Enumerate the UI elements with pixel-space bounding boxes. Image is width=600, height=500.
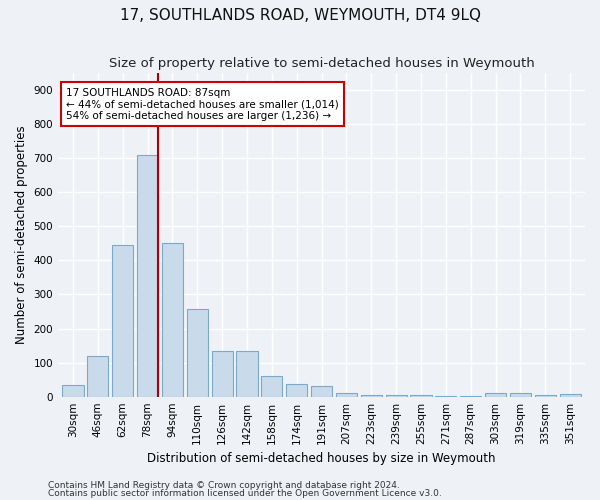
- Bar: [162, 244, 183, 396]
- Bar: [212, 350, 233, 397]
- Bar: [87, 356, 109, 397]
- Bar: [112, 245, 133, 396]
- Bar: [261, 376, 283, 396]
- Bar: [62, 385, 83, 396]
- Bar: [361, 395, 382, 396]
- Bar: [187, 309, 208, 396]
- Bar: [485, 394, 506, 396]
- Bar: [410, 395, 431, 396]
- Y-axis label: Number of semi-detached properties: Number of semi-detached properties: [15, 126, 28, 344]
- Bar: [311, 386, 332, 396]
- Bar: [236, 350, 257, 397]
- Bar: [535, 395, 556, 396]
- Bar: [510, 394, 531, 396]
- Text: Contains public sector information licensed under the Open Government Licence v3: Contains public sector information licen…: [48, 489, 442, 498]
- Bar: [286, 384, 307, 396]
- Bar: [386, 395, 407, 396]
- Bar: [137, 155, 158, 396]
- Bar: [336, 392, 357, 396]
- Bar: [560, 394, 581, 396]
- Text: 17 SOUTHLANDS ROAD: 87sqm
← 44% of semi-detached houses are smaller (1,014)
54% : 17 SOUTHLANDS ROAD: 87sqm ← 44% of semi-…: [66, 88, 338, 121]
- Text: 17, SOUTHLANDS ROAD, WEYMOUTH, DT4 9LQ: 17, SOUTHLANDS ROAD, WEYMOUTH, DT4 9LQ: [119, 8, 481, 22]
- Text: Contains HM Land Registry data © Crown copyright and database right 2024.: Contains HM Land Registry data © Crown c…: [48, 480, 400, 490]
- X-axis label: Distribution of semi-detached houses by size in Weymouth: Distribution of semi-detached houses by …: [147, 452, 496, 465]
- Title: Size of property relative to semi-detached houses in Weymouth: Size of property relative to semi-detach…: [109, 58, 535, 70]
